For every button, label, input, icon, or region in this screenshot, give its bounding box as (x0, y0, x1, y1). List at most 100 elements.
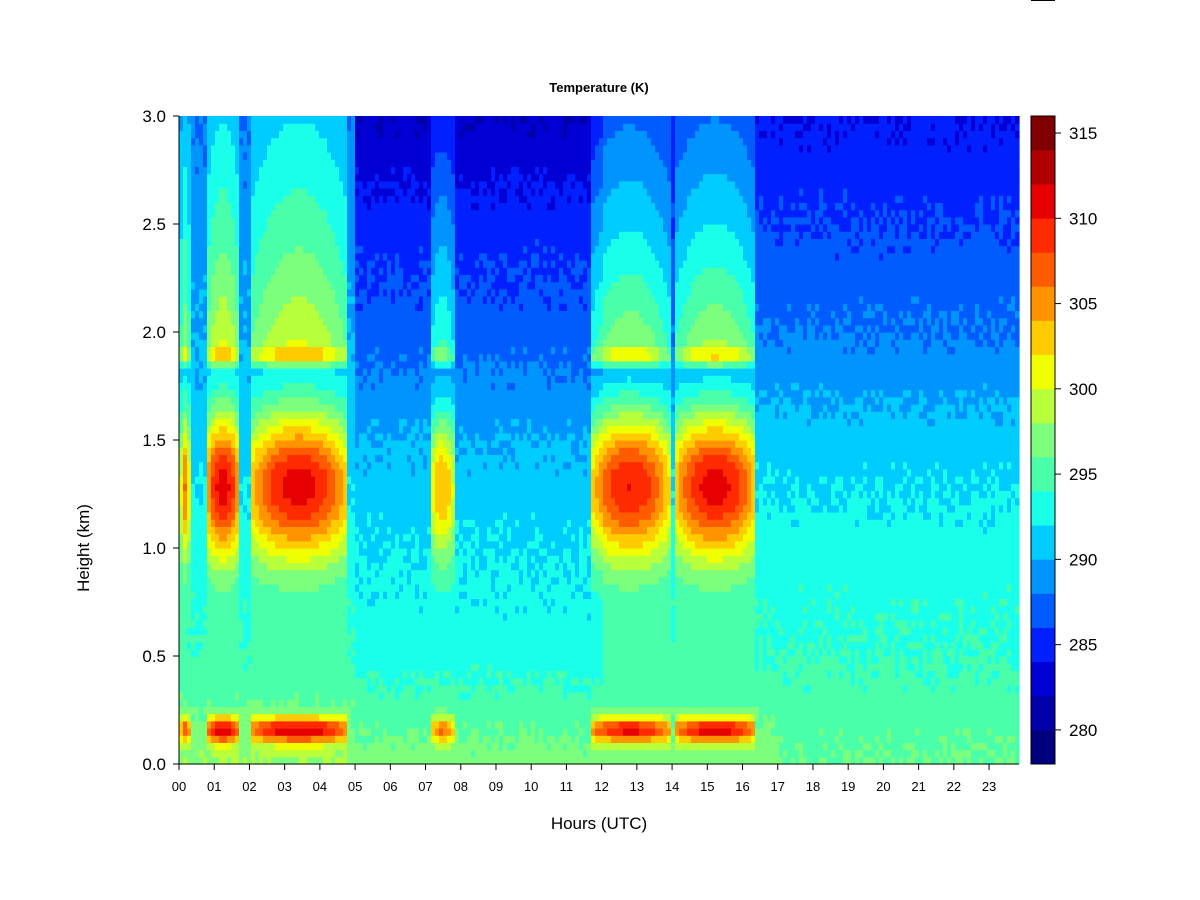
heatmap-cell (331, 245, 336, 254)
heatmap-cell (199, 281, 204, 290)
heatmap-cell (215, 238, 220, 247)
heatmap-cell (387, 548, 392, 556)
heatmap-cell (267, 173, 272, 182)
heatmap-cell (243, 641, 248, 650)
heatmap-cell (363, 648, 368, 657)
heatmap-cell (375, 656, 380, 664)
heatmap-cell (195, 396, 200, 405)
heatmap-cell (263, 706, 268, 715)
heatmap-cell (187, 260, 192, 268)
heatmap-cell (359, 670, 364, 679)
heatmap-cell (351, 461, 356, 470)
heatmap-cell (223, 303, 228, 311)
heatmap-cell (295, 627, 300, 635)
heatmap-cell (315, 382, 320, 391)
heatmap-cell (339, 202, 344, 211)
heatmap-cell (383, 706, 388, 715)
heatmap-cell (267, 310, 272, 319)
heatmap-cell (207, 389, 212, 398)
heatmap-cell (227, 245, 232, 254)
heatmap-cell (323, 569, 328, 578)
heatmap-cell (247, 490, 252, 499)
heatmap-cell (267, 490, 272, 499)
heatmap-cell (239, 576, 244, 585)
heatmap-cell (271, 497, 276, 506)
heatmap-cell (387, 454, 392, 463)
heatmap-cell (367, 116, 372, 124)
heatmap-cell (267, 454, 272, 463)
heatmap-cell (335, 548, 340, 556)
heatmap-cell (371, 375, 376, 383)
heatmap-cell (311, 620, 316, 628)
heatmap-cell (367, 418, 372, 427)
heatmap-cell (283, 274, 288, 283)
heatmap-cell (267, 368, 272, 376)
heatmap-cell (235, 735, 240, 743)
heatmap-cell (271, 648, 276, 657)
heatmap-cell (255, 260, 260, 268)
heatmap-cell (187, 281, 192, 290)
heatmap-cell (295, 216, 300, 225)
heatmap-cell (235, 123, 240, 131)
heatmap-cell (279, 411, 284, 419)
heatmap-cell (263, 620, 268, 628)
heatmap-cell (295, 202, 300, 211)
heatmap-cell (319, 519, 324, 527)
heatmap-cell (375, 440, 380, 448)
heatmap-cell (207, 699, 212, 707)
heatmap-cell (339, 454, 344, 463)
heatmap-cell (231, 440, 236, 448)
heatmap-cell (295, 432, 300, 441)
heatmap-cell (239, 180, 244, 189)
heatmap-cell (259, 540, 264, 549)
heatmap-cell (251, 584, 256, 592)
heatmap-cell (303, 461, 308, 470)
heatmap-cell (371, 116, 376, 124)
heatmap-cell (231, 454, 236, 463)
heatmap-cell (291, 627, 296, 635)
heatmap-cell (251, 389, 256, 398)
heatmap-cell (283, 627, 288, 635)
heatmap-cell (367, 699, 372, 707)
heatmap-cell (387, 353, 392, 362)
heatmap-cell (267, 224, 272, 232)
heatmap-cell (387, 231, 392, 239)
heatmap-cell (363, 245, 368, 254)
heatmap-cell (303, 540, 308, 549)
heatmap-cell (247, 339, 252, 347)
heatmap-cell (371, 440, 376, 448)
heatmap-cell (303, 274, 308, 283)
heatmap-cell (219, 540, 224, 549)
heatmap-cell (395, 267, 400, 275)
heatmap-cell (383, 425, 388, 434)
heatmap-cell (319, 512, 324, 520)
heatmap-cell (295, 267, 300, 275)
heatmap-cell (315, 267, 320, 275)
heatmap-cell (291, 699, 296, 707)
heatmap-cell (323, 447, 328, 455)
heatmap-cell (183, 159, 188, 167)
heatmap-cell (315, 512, 320, 520)
heatmap-cell (343, 605, 348, 614)
heatmap-cell (183, 584, 188, 592)
heatmap-cell (371, 605, 376, 614)
heatmap-cell (391, 598, 396, 607)
heatmap-cell (187, 382, 192, 391)
heatmap-cell (235, 404, 240, 412)
heatmap-cell (211, 166, 216, 175)
heatmap-cell (291, 288, 296, 297)
heatmap-cell (391, 692, 396, 700)
heatmap-cell (211, 447, 216, 455)
heatmap-cell (263, 742, 268, 751)
heatmap-cell (231, 346, 236, 355)
heatmap-cell (255, 245, 260, 254)
heatmap-cell (343, 267, 348, 275)
heatmap-cell (259, 260, 264, 268)
heatmap-cell (307, 533, 312, 542)
heatmap-cell (331, 548, 336, 556)
heatmap-cell (191, 274, 196, 283)
heatmap-cell (379, 310, 384, 319)
heatmap-cell (295, 468, 300, 477)
heatmap-cell (275, 238, 280, 247)
heatmap-cell (215, 195, 220, 203)
